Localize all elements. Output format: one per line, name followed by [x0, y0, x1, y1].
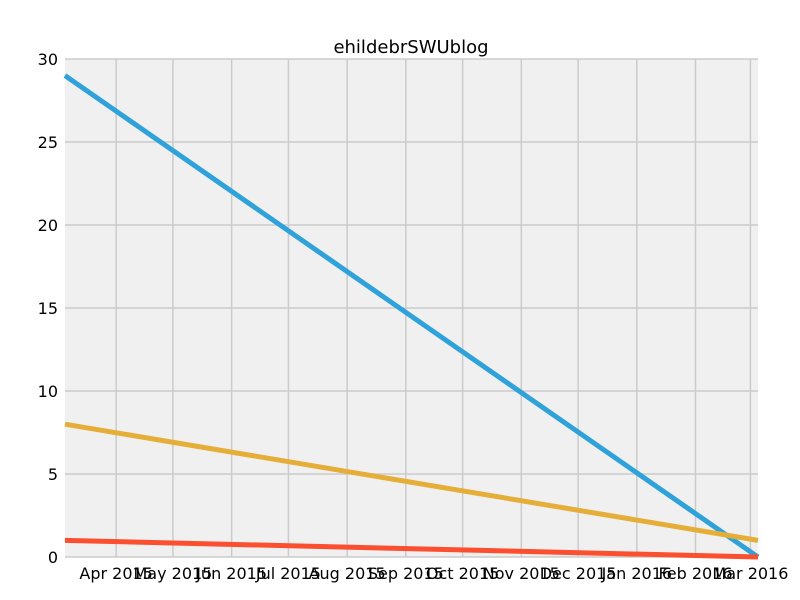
y-tick-label: 15: [38, 299, 58, 318]
x-tick-label: Jul 2015: [255, 564, 321, 583]
x-tick-label: Sep 2015: [368, 564, 444, 583]
y-tick-labels: 0 5 10 15 20 25 30: [38, 50, 58, 567]
y-tick-label: 20: [38, 216, 58, 235]
y-gridlines: [65, 58, 758, 558]
series-line: [64, 537, 759, 560]
x-tick-label: Nov 2015: [483, 564, 560, 583]
y-tick-label: 25: [38, 133, 58, 152]
x-tick-label: Apr 2015: [79, 564, 152, 583]
x-tick-label: Aug 2015: [309, 564, 386, 583]
y-tick-label: 30: [38, 50, 58, 69]
x-tick-label: Jan 2016: [601, 564, 672, 583]
y-tick-label: 0: [48, 548, 58, 567]
y-tick-label: 5: [48, 465, 58, 484]
series-line: [63, 73, 760, 560]
series-lines: [63, 73, 760, 560]
series-line: [64, 421, 759, 543]
x-tick-label: Oct 2015: [426, 564, 499, 583]
x-tick-label: Dec 2015: [540, 564, 617, 583]
chart-title: ehildebrSWUblog: [333, 37, 488, 58]
y-tick-label: 10: [38, 382, 58, 401]
x-tick-label: Mar 2016: [712, 564, 788, 583]
x-tick-label: Jun 2015: [195, 564, 267, 583]
x-tick-label: May 2015: [133, 564, 212, 583]
x-tick-label: Feb 2016: [658, 564, 732, 583]
